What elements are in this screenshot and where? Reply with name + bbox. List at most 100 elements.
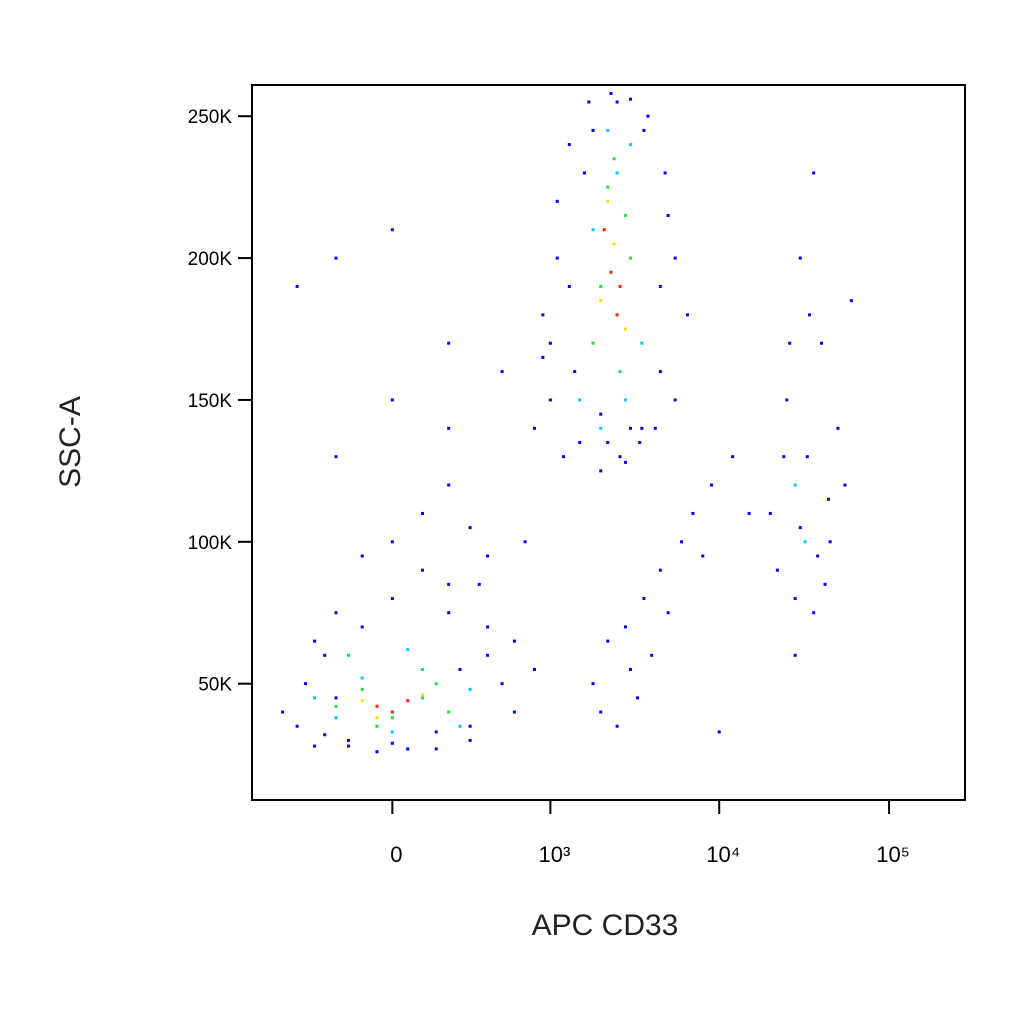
point <box>812 611 816 615</box>
point <box>486 653 490 657</box>
point <box>346 653 350 657</box>
point <box>717 730 721 734</box>
point <box>819 341 823 345</box>
point <box>775 568 779 572</box>
point <box>406 747 410 751</box>
point <box>642 128 646 132</box>
point <box>673 398 677 402</box>
y-tick-label: 200K <box>188 249 233 270</box>
point <box>420 667 424 671</box>
point <box>406 648 410 652</box>
point <box>599 710 603 714</box>
point <box>782 455 786 459</box>
point <box>606 639 610 643</box>
point <box>823 582 827 586</box>
point <box>658 370 662 374</box>
point <box>360 687 364 691</box>
point <box>663 171 667 175</box>
point <box>629 426 633 430</box>
point <box>532 667 536 671</box>
y-tick-label: 250K <box>188 107 233 128</box>
point <box>599 426 603 430</box>
point <box>615 171 619 175</box>
point <box>468 687 472 691</box>
point <box>812 171 816 175</box>
point <box>468 526 472 530</box>
point <box>447 710 451 714</box>
point <box>434 730 438 734</box>
point <box>642 597 646 601</box>
point <box>541 313 545 317</box>
point <box>346 738 350 742</box>
point <box>477 582 481 586</box>
point <box>623 625 627 629</box>
point <box>390 716 394 720</box>
point <box>629 143 633 147</box>
point <box>548 398 552 402</box>
point <box>747 511 751 515</box>
point <box>541 355 545 359</box>
point <box>486 554 490 558</box>
point <box>420 511 424 515</box>
point <box>629 667 633 671</box>
point <box>658 284 662 288</box>
x-axis-label: APC CD33 <box>532 909 679 942</box>
point <box>390 730 394 734</box>
point <box>500 370 504 374</box>
point <box>609 270 613 274</box>
point <box>582 171 586 175</box>
point <box>691 511 695 515</box>
point <box>805 455 809 459</box>
point <box>599 284 603 288</box>
point <box>375 724 379 728</box>
point <box>618 370 622 374</box>
point <box>313 639 317 643</box>
point <box>623 214 627 218</box>
point <box>360 699 364 703</box>
point <box>567 284 571 288</box>
point <box>313 744 317 748</box>
point <box>375 716 379 720</box>
point <box>709 483 713 487</box>
point <box>591 682 595 686</box>
point <box>360 554 364 558</box>
point <box>486 625 490 629</box>
point <box>828 540 832 544</box>
point <box>548 341 552 345</box>
point <box>313 696 317 700</box>
point <box>768 511 772 515</box>
point <box>640 426 644 430</box>
point <box>591 128 595 132</box>
point <box>458 667 462 671</box>
point <box>623 460 627 464</box>
point <box>578 398 582 402</box>
point <box>447 341 451 345</box>
point <box>816 554 820 558</box>
point <box>843 483 847 487</box>
point <box>599 469 603 473</box>
point <box>701 554 705 558</box>
point <box>434 747 438 751</box>
point <box>390 597 394 601</box>
point <box>618 455 622 459</box>
point <box>500 682 504 686</box>
point <box>785 398 789 402</box>
point <box>323 653 327 657</box>
point <box>731 455 735 459</box>
point <box>629 97 633 101</box>
point <box>666 214 670 218</box>
point <box>281 710 285 714</box>
point <box>606 128 610 132</box>
plot-frame <box>251 84 966 801</box>
point <box>390 398 394 402</box>
point <box>650 653 654 657</box>
point <box>555 256 559 260</box>
point <box>303 682 307 686</box>
point <box>390 228 394 232</box>
point <box>798 256 802 260</box>
point <box>638 441 642 444</box>
point <box>606 441 610 444</box>
point <box>420 568 424 572</box>
point <box>612 242 616 246</box>
